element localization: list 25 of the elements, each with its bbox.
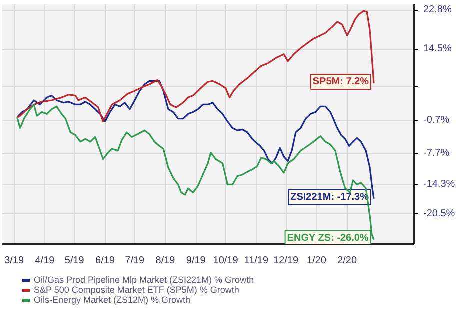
x-tick-label: 8/19 <box>156 256 176 266</box>
legend-label: S&P 500 Composite Market ETF (SP5M) % Growth <box>34 285 240 295</box>
x-tick-label: 6/19 <box>96 256 116 266</box>
y-tick-label: 22.8% <box>424 4 452 16</box>
x-tick-label: 11/19 <box>244 256 269 266</box>
x-tick-label: 10/19 <box>213 256 239 266</box>
y-tick-label: -20.5% <box>424 208 456 220</box>
x-tick-label: 1/20 <box>306 256 327 266</box>
legend-label: Oils-Energy Market (ZS12M) % Growth <box>34 295 191 305</box>
x-tick-label: 9/19 <box>186 256 206 266</box>
y-tick-label: -14.3% <box>424 179 456 190</box>
x-tick-label: 4/19 <box>35 256 56 266</box>
line-series <box>16 104 375 241</box>
line-series <box>16 10 375 122</box>
y-tick-label: -7.7% <box>424 148 450 160</box>
annotation: ENGY ZS: -26.0% <box>287 232 369 244</box>
annotation: SP5M: 7.2% <box>312 76 370 88</box>
x-tick-label: 3/19 <box>4 256 25 266</box>
x-tick-label: 12/19 <box>274 256 300 266</box>
x-tick-label: 2/20 <box>338 256 358 266</box>
x-tick-label: 5/19 <box>64 256 85 266</box>
x-tick-label: 7/19 <box>125 256 146 266</box>
legend-label: Oil/Gas Prod Pipeline Mlp Market (ZSI221M) % Growth <box>34 275 254 285</box>
y-tick-label: -0.7% <box>424 115 450 126</box>
y-tick-label: 14.5% <box>424 44 452 55</box>
